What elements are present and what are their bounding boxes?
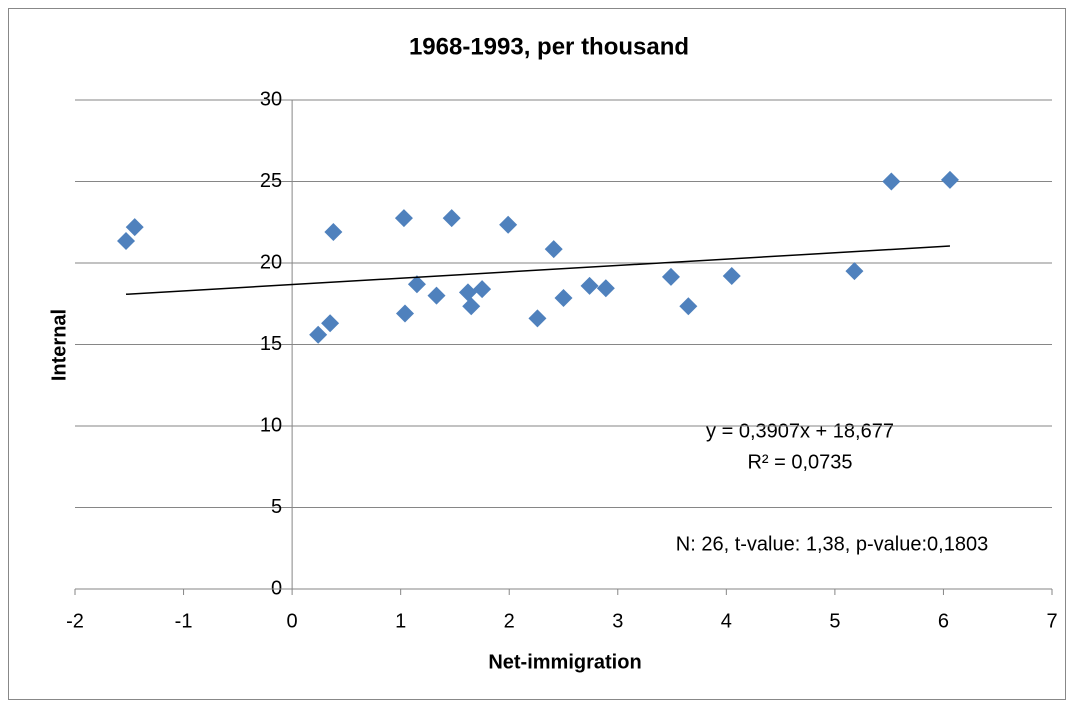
y-tick-label: 10 xyxy=(260,414,282,436)
y-tick-label: 25 xyxy=(260,170,282,192)
x-tick-label: 5 xyxy=(829,610,840,632)
point xyxy=(458,283,477,302)
x-tick-label: 2 xyxy=(504,610,515,632)
chart-border xyxy=(8,8,1066,700)
point xyxy=(499,215,518,234)
x-tick-label: -2 xyxy=(66,610,84,632)
annotation: y = 0,3907x + 18,677 xyxy=(706,420,894,442)
point xyxy=(661,267,680,286)
point xyxy=(407,275,426,294)
point xyxy=(554,289,573,308)
point xyxy=(442,209,461,228)
point xyxy=(462,297,481,316)
point xyxy=(309,325,328,344)
y-tick-label: 30 xyxy=(260,88,282,110)
x-tick-label: 0 xyxy=(287,610,298,632)
y-tick-label: 0 xyxy=(271,577,282,599)
x-tick-label: -1 xyxy=(175,610,193,632)
y-tick-label: 20 xyxy=(260,251,282,273)
point xyxy=(882,172,901,191)
point xyxy=(845,262,864,281)
point xyxy=(324,223,343,242)
y-tick-label: 5 xyxy=(271,496,282,518)
point xyxy=(722,267,741,286)
trendline xyxy=(125,245,951,296)
point xyxy=(580,276,599,295)
point xyxy=(528,309,547,328)
point xyxy=(940,170,959,189)
point xyxy=(394,209,413,228)
point xyxy=(596,279,615,298)
chart-title: 1968-1993, per thousand xyxy=(409,33,689,60)
point xyxy=(117,231,136,250)
x-tick-label: 4 xyxy=(721,610,732,632)
point xyxy=(679,297,698,316)
point xyxy=(544,240,563,259)
x-tick-label: 1 xyxy=(395,610,406,632)
point xyxy=(427,286,446,305)
annotation: R² = 0,0735 xyxy=(747,451,852,473)
y-tick-label: 15 xyxy=(260,333,282,355)
point xyxy=(473,280,492,299)
x-tick-label: 3 xyxy=(612,610,623,632)
point xyxy=(125,218,144,237)
y-axis-label: Internal xyxy=(48,309,70,381)
x-tick-label: 6 xyxy=(938,610,949,632)
point xyxy=(396,304,415,323)
annotation: N: 26, t-value: 1,38, p-value:0,1803 xyxy=(676,533,988,555)
x-axis-label: Net-immigration xyxy=(488,651,641,673)
x-tick-label: 7 xyxy=(1046,610,1057,632)
point xyxy=(321,314,340,333)
